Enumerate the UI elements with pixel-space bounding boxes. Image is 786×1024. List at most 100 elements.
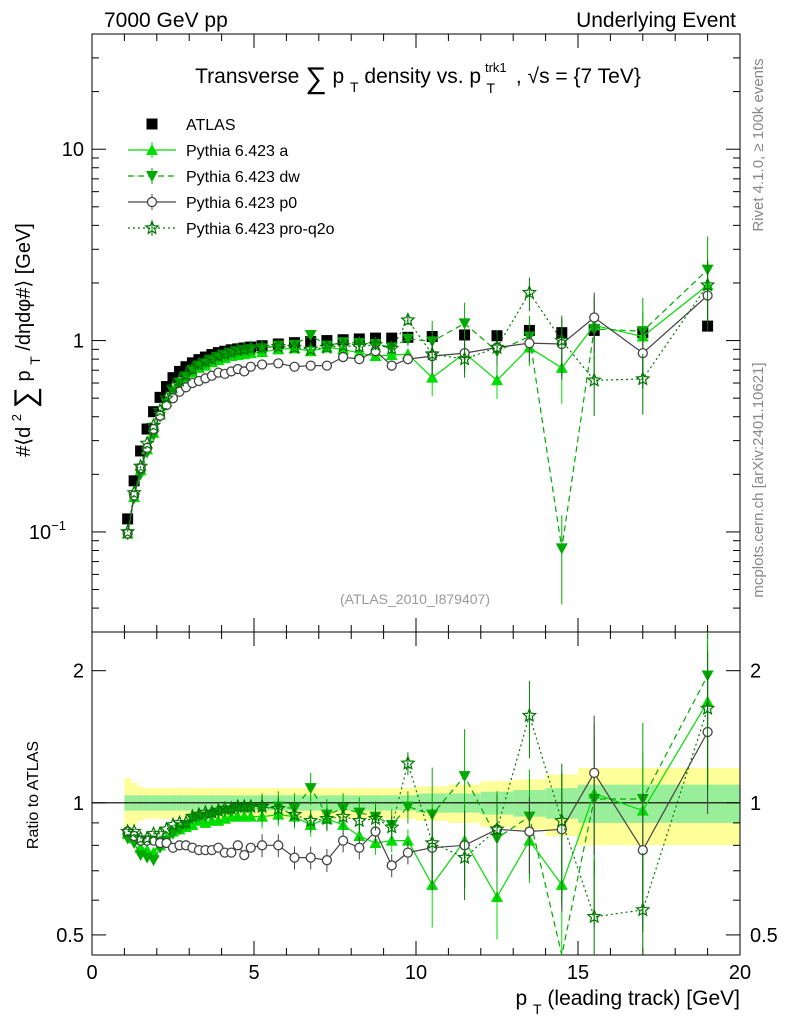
ratio-y-tick-label: 1	[750, 793, 761, 815]
ratio-data-point	[223, 800, 239, 816]
ratio-data-point	[165, 816, 181, 832]
legend-marker	[146, 144, 158, 155]
ratio-data-point	[489, 821, 505, 836]
legend-entry-2: Pythia 6.423 dw	[128, 168, 300, 186]
main-series-3	[122, 270, 713, 539]
header-right: Underlying Event	[576, 9, 736, 32]
main-data-point	[184, 360, 201, 376]
ratio-data-point	[289, 852, 300, 863]
main-data-point	[367, 336, 384, 352]
ratio-data-point	[270, 800, 286, 816]
ratio-data-point	[386, 860, 397, 871]
ratio-data-point	[335, 808, 351, 824]
main-data-point	[489, 339, 505, 355]
main-series-line	[127, 269, 709, 549]
ratio-data-point	[245, 842, 256, 853]
main-data-point	[161, 381, 173, 393]
main-data-point	[589, 312, 600, 323]
main-data-point	[424, 346, 440, 361]
ratio-y-tick-label: 2	[73, 661, 84, 683]
main-data-point	[635, 370, 651, 386]
ratio-data-point	[126, 823, 142, 839]
main-data-point	[320, 340, 333, 352]
main-data-point	[699, 277, 716, 292]
ratio-data-point	[458, 771, 471, 783]
main-data-point	[126, 484, 142, 500]
ratio-data-point	[401, 801, 414, 813]
main-data-point	[289, 361, 300, 372]
main-data-point	[173, 365, 185, 377]
legend-marker	[146, 118, 158, 130]
legend-label: Pythia 6.423 a	[186, 143, 288, 160]
legend-marker	[146, 171, 158, 182]
ratio-data-point	[305, 852, 316, 863]
main-data-point	[458, 318, 471, 330]
main-data-point	[402, 353, 414, 365]
main-data-point	[141, 423, 153, 435]
main-data-point	[223, 344, 239, 359]
legend-label: Pythia 6.423 dw	[186, 169, 300, 186]
x-tick-label: 15	[567, 962, 589, 984]
ratio-uncertainty-bands	[124, 768, 740, 846]
ratio-data-point	[191, 806, 207, 822]
main-data-point	[135, 445, 147, 457]
main-data-point	[304, 329, 317, 341]
main-series-line	[127, 284, 708, 534]
main-data-point	[272, 340, 285, 352]
ratio-data-point	[321, 855, 333, 866]
ratio-y-tick-label: 0.5	[750, 925, 778, 947]
main-data-point	[236, 341, 253, 356]
x-tick-label: 0	[86, 962, 97, 984]
ratio-data-point	[337, 835, 349, 846]
ratio-data-point	[354, 842, 365, 853]
ratio-data-point	[152, 825, 168, 841]
header-left: 7000 GeV pp	[104, 9, 228, 32]
ratio-data-point	[699, 700, 716, 716]
legend-label: Pythia 6.423 p0	[186, 195, 297, 212]
legend-label: Pythia 6.423 pro-q2o	[186, 221, 335, 238]
main-data-point	[400, 312, 416, 327]
main-data-point	[305, 360, 316, 371]
legend-marker	[144, 219, 160, 235]
ratio-data-point	[139, 830, 155, 845]
main-data-point	[148, 406, 160, 418]
main-data-point	[273, 358, 284, 369]
ratio-data-point	[554, 812, 570, 828]
main-data-point	[210, 348, 226, 363]
legend-label: ATLAS	[186, 117, 236, 134]
x-tick-label: 10	[405, 962, 427, 984]
main-data-point	[165, 379, 181, 394]
axes: 0 5 10 15 20 10−1 1 10 0.5 0.5 1 1 2 2	[29, 33, 778, 984]
ratio-data-point	[589, 767, 600, 779]
mcplots-label: mcplots.cern.ch [arXiv:2401.10621]	[750, 362, 767, 597]
ratio-data-point	[402, 847, 414, 858]
ratio-data-point	[384, 819, 400, 834]
ratio-data-point	[184, 808, 201, 824]
ratio-y-tick-label: 2	[750, 661, 761, 683]
ratio-data-point	[147, 855, 160, 867]
main-data-point	[217, 346, 233, 361]
main-series-4	[119, 260, 716, 539]
main-data-point	[245, 361, 256, 372]
ratio-data-point	[286, 806, 303, 822]
data-series	[119, 236, 716, 956]
main-data-point	[171, 372, 188, 387]
legend-marker	[146, 196, 158, 208]
main-data-point	[555, 543, 568, 555]
main-series-0	[122, 320, 714, 525]
main-data-point	[167, 372, 179, 384]
main-data-point	[119, 523, 136, 539]
ratio-data-point	[521, 707, 538, 723]
main-data-point	[337, 337, 350, 349]
main-data-point	[243, 340, 259, 356]
ratio-y-axis-label: Ratio to ATLAS	[25, 741, 42, 849]
main-y-tick-label: 1	[73, 331, 84, 353]
main-y-tick-label: 10−1	[29, 518, 66, 544]
main-data-point	[354, 353, 365, 365]
ratio-data-point	[351, 812, 367, 828]
main-data-point	[254, 339, 270, 355]
main-data-point	[286, 339, 303, 355]
main-data-point	[122, 513, 134, 525]
ratio-data-point	[303, 812, 319, 828]
legend-entry-0: ATLAS	[146, 117, 236, 134]
